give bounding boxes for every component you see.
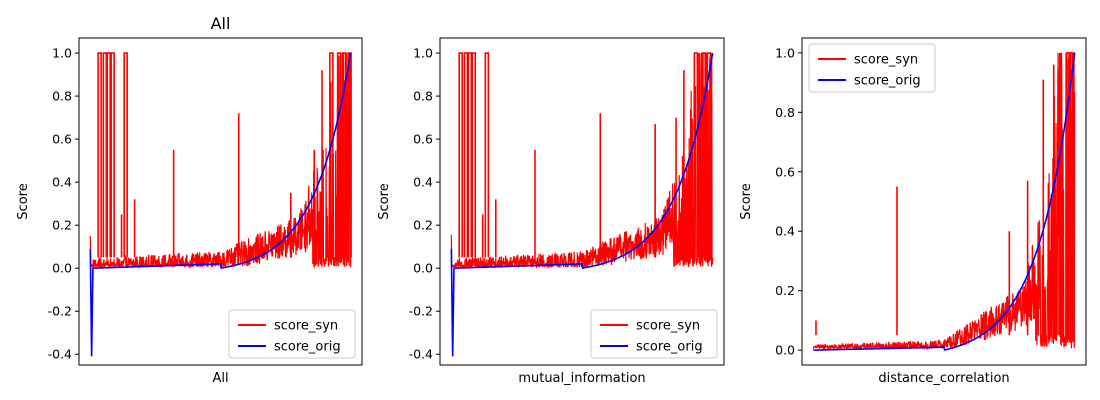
- x-axis-label: mutual_information: [518, 371, 645, 386]
- series-score-syn-line: [89, 52, 352, 270]
- series-score-orig-line: [813, 52, 1076, 351]
- score-syn-spike-5: [484, 52, 490, 258]
- subplot-3: 0.0 0.2 0.4 0.6 0.8 1.0 Score distance_correlat…: [739, 37, 1087, 386]
- y-tick-label: -0.4: [48, 347, 72, 362]
- x-axis-label: distance_correlation: [878, 371, 1009, 386]
- y-tick-label: 1.0: [413, 46, 433, 61]
- legend-label-score-syn: score_syn: [854, 53, 918, 68]
- score-syn-spike-1: [97, 52, 102, 258]
- score-syn-spike-2: [1069, 52, 1075, 336]
- y-tick-label: 0.2: [775, 283, 795, 298]
- axes-frame: [801, 37, 1087, 366]
- score-syn-spike-8: [706, 52, 712, 258]
- series-score-syn-line: [450, 52, 714, 270]
- score-syn-spike-1: [458, 52, 463, 258]
- y-tick-label: 0.2: [413, 218, 433, 233]
- score-syn-spike-3: [467, 52, 473, 258]
- y-axis-label: Score: [377, 183, 392, 219]
- legend: score_syn score_orig: [590, 309, 718, 359]
- y-axis-label: Score: [16, 183, 31, 219]
- subplot-1: -0.4-0.20.00.20.40.60.81.0ScoreAllAllsco…: [16, 14, 363, 386]
- score-syn-spike-2: [102, 52, 108, 258]
- y-tick-label: 0.8: [775, 105, 795, 120]
- legend-label-score-syn: score_syn: [274, 319, 338, 334]
- axes-frame: [78, 37, 363, 366]
- y-tick-label: 1.0: [775, 45, 795, 60]
- score-syn-spike-3: [106, 52, 112, 258]
- plot-area: [812, 52, 1076, 351]
- plot-area: [450, 52, 714, 357]
- series-score-orig-line: [450, 52, 714, 357]
- score-syn-spike-5: [123, 52, 128, 258]
- score-syn-spike-4: [471, 52, 477, 258]
- score-syn-spike-4: [110, 52, 115, 258]
- series-score-syn-line: [812, 52, 1076, 351]
- legend-label-score-orig: score_orig: [274, 340, 341, 355]
- y-tick-label: -0.2: [409, 304, 433, 319]
- score-syn-spike-6: [693, 52, 699, 258]
- y-tick-label: 0.4: [52, 175, 72, 190]
- plot-area: [89, 52, 352, 357]
- series-score-orig-line: [89, 52, 352, 357]
- legend: score_syn score_orig: [228, 309, 356, 359]
- legend-label-score-syn: score_syn: [636, 319, 700, 334]
- legend-label-score-orig: score_orig: [854, 74, 921, 89]
- y-tick-label: 0.8: [413, 89, 433, 104]
- score-syn-spike-7: [336, 52, 342, 258]
- score-syn-spike-7: [701, 52, 706, 258]
- y-tick-label: 0.4: [413, 175, 433, 190]
- y-tick-label: 1.0: [52, 46, 72, 61]
- subplot-2: -0.4 -0.2 0.0 0.2 0.4 0.6 0.8 1.0 Score mutual_in…: [377, 37, 725, 386]
- chart-title: All: [211, 14, 231, 33]
- y-tick-label: 0.4: [775, 224, 795, 239]
- y-tick-label: 0.8: [52, 89, 72, 104]
- score-syn-spike-6: [329, 52, 334, 258]
- y-tick-label: 0.0: [52, 261, 72, 276]
- x-axis-label: All: [212, 371, 228, 386]
- axes-frame: [439, 37, 725, 366]
- y-tick-label: 0.6: [52, 132, 72, 147]
- y-tick-label: -0.4: [409, 347, 433, 362]
- score-syn-spike-8: [342, 52, 347, 258]
- y-tick-label: 0.6: [775, 164, 795, 179]
- y-tick-label: 0.6: [413, 132, 433, 147]
- y-tick-label: 0.0: [413, 261, 433, 276]
- legend: score_syn score_orig: [808, 43, 936, 93]
- y-tick-label: 0.0: [775, 343, 795, 358]
- y-axis-label: Score: [739, 183, 754, 219]
- y-tick-label: 0.2: [52, 218, 72, 233]
- score-syn-spike-2: [463, 52, 469, 258]
- y-tick-label: -0.2: [48, 304, 72, 319]
- score-syn-spike-9: [347, 52, 352, 258]
- score-syn-spike-1: [1066, 52, 1071, 336]
- legend-label-score-orig: score_orig: [636, 340, 703, 355]
